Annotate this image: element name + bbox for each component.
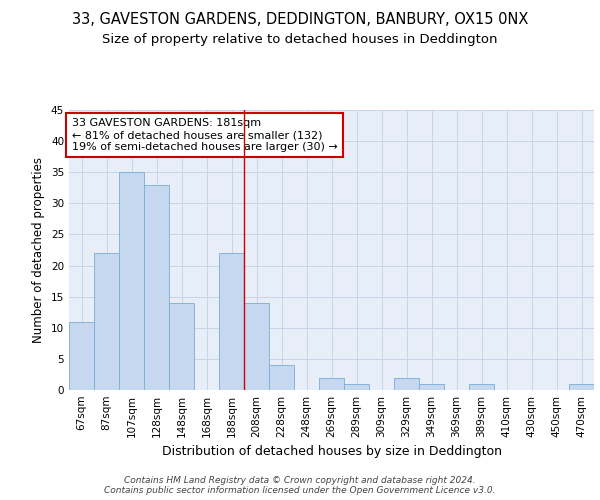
Text: 33 GAVESTON GARDENS: 181sqm
← 81% of detached houses are smaller (132)
19% of se: 33 GAVESTON GARDENS: 181sqm ← 81% of det…: [71, 118, 337, 152]
X-axis label: Distribution of detached houses by size in Deddington: Distribution of detached houses by size …: [161, 446, 502, 458]
Bar: [269, 365, 294, 390]
Text: Contains HM Land Registry data © Crown copyright and database right 2024.
Contai: Contains HM Land Registry data © Crown c…: [104, 476, 496, 495]
Bar: [144, 184, 169, 390]
Text: 33, GAVESTON GARDENS, DEDDINGTON, BANBURY, OX15 0NX: 33, GAVESTON GARDENS, DEDDINGTON, BANBUR…: [72, 12, 528, 28]
Text: Size of property relative to detached houses in Deddington: Size of property relative to detached ho…: [102, 32, 498, 46]
Bar: [119, 172, 144, 390]
Bar: [169, 303, 194, 390]
Bar: [94, 253, 119, 390]
Bar: [244, 303, 269, 390]
Bar: [344, 384, 369, 390]
Bar: [69, 322, 94, 390]
Bar: [469, 384, 494, 390]
Bar: [219, 253, 244, 390]
Y-axis label: Number of detached properties: Number of detached properties: [32, 157, 46, 343]
Bar: [319, 378, 344, 390]
Bar: [419, 384, 444, 390]
Bar: [394, 378, 419, 390]
Bar: [569, 384, 594, 390]
